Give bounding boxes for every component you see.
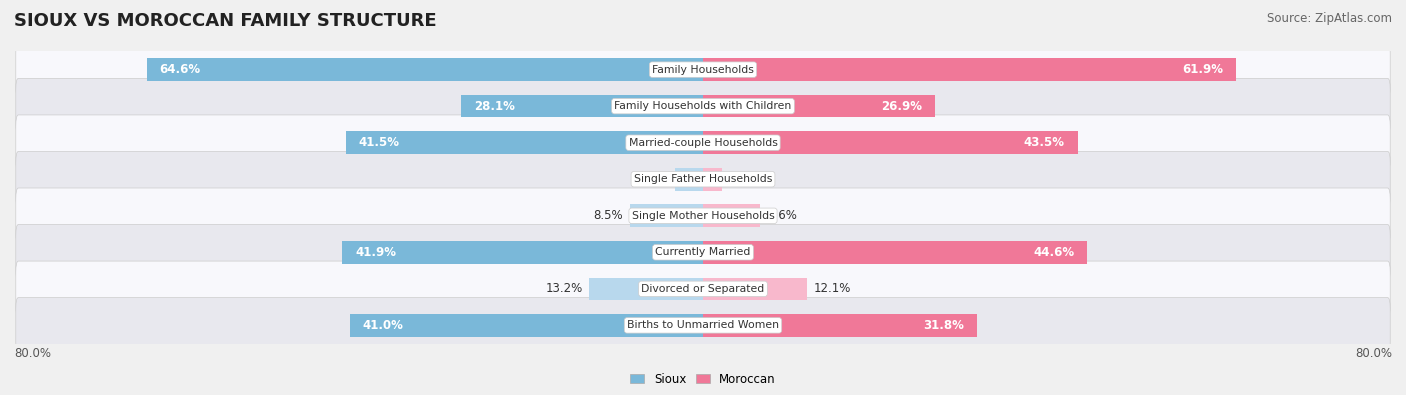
Text: 64.6%: 64.6% <box>160 63 201 76</box>
Text: 41.5%: 41.5% <box>359 136 399 149</box>
Text: 80.0%: 80.0% <box>14 347 51 360</box>
Bar <box>703 278 807 300</box>
Text: 12.1%: 12.1% <box>814 282 852 295</box>
Bar <box>703 168 721 190</box>
FancyBboxPatch shape <box>15 261 1391 317</box>
Bar <box>703 314 977 337</box>
Text: 26.9%: 26.9% <box>880 100 922 113</box>
Bar <box>342 241 703 263</box>
Text: 31.8%: 31.8% <box>924 319 965 332</box>
Text: 41.9%: 41.9% <box>356 246 396 259</box>
Bar <box>703 58 1236 81</box>
Bar <box>703 132 1077 154</box>
Bar <box>703 241 1087 263</box>
Text: SIOUX VS MOROCCAN FAMILY STRUCTURE: SIOUX VS MOROCCAN FAMILY STRUCTURE <box>14 12 437 30</box>
Text: Births to Unmarried Women: Births to Unmarried Women <box>627 320 779 330</box>
Bar <box>630 205 703 227</box>
Bar <box>703 95 935 117</box>
Text: 6.6%: 6.6% <box>766 209 797 222</box>
FancyBboxPatch shape <box>15 297 1391 353</box>
FancyBboxPatch shape <box>15 188 1391 244</box>
Text: Divorced or Separated: Divorced or Separated <box>641 284 765 294</box>
FancyBboxPatch shape <box>15 42 1391 98</box>
Text: 13.2%: 13.2% <box>546 282 582 295</box>
Text: 3.3%: 3.3% <box>638 173 668 186</box>
FancyBboxPatch shape <box>15 78 1391 134</box>
Text: Source: ZipAtlas.com: Source: ZipAtlas.com <box>1267 12 1392 25</box>
Bar <box>703 205 759 227</box>
FancyBboxPatch shape <box>15 151 1391 207</box>
Bar <box>146 58 703 81</box>
Bar <box>350 314 703 337</box>
Text: Family Households with Children: Family Households with Children <box>614 101 792 111</box>
FancyBboxPatch shape <box>15 224 1391 280</box>
Text: 8.5%: 8.5% <box>593 209 623 222</box>
Text: 61.9%: 61.9% <box>1182 63 1223 76</box>
Text: Family Households: Family Households <box>652 65 754 75</box>
Bar <box>346 132 703 154</box>
Text: 28.1%: 28.1% <box>474 100 515 113</box>
Bar <box>675 168 703 190</box>
Legend: Sioux, Moroccan: Sioux, Moroccan <box>626 368 780 390</box>
Text: 2.2%: 2.2% <box>728 173 759 186</box>
Text: 43.5%: 43.5% <box>1024 136 1064 149</box>
Text: Single Father Households: Single Father Households <box>634 174 772 184</box>
FancyBboxPatch shape <box>15 115 1391 171</box>
Text: 44.6%: 44.6% <box>1033 246 1074 259</box>
Text: 41.0%: 41.0% <box>363 319 404 332</box>
Text: Currently Married: Currently Married <box>655 247 751 257</box>
Text: Single Mother Households: Single Mother Households <box>631 211 775 221</box>
Text: 80.0%: 80.0% <box>1355 347 1392 360</box>
Bar <box>589 278 703 300</box>
Bar <box>461 95 703 117</box>
Text: Married-couple Households: Married-couple Households <box>628 138 778 148</box>
